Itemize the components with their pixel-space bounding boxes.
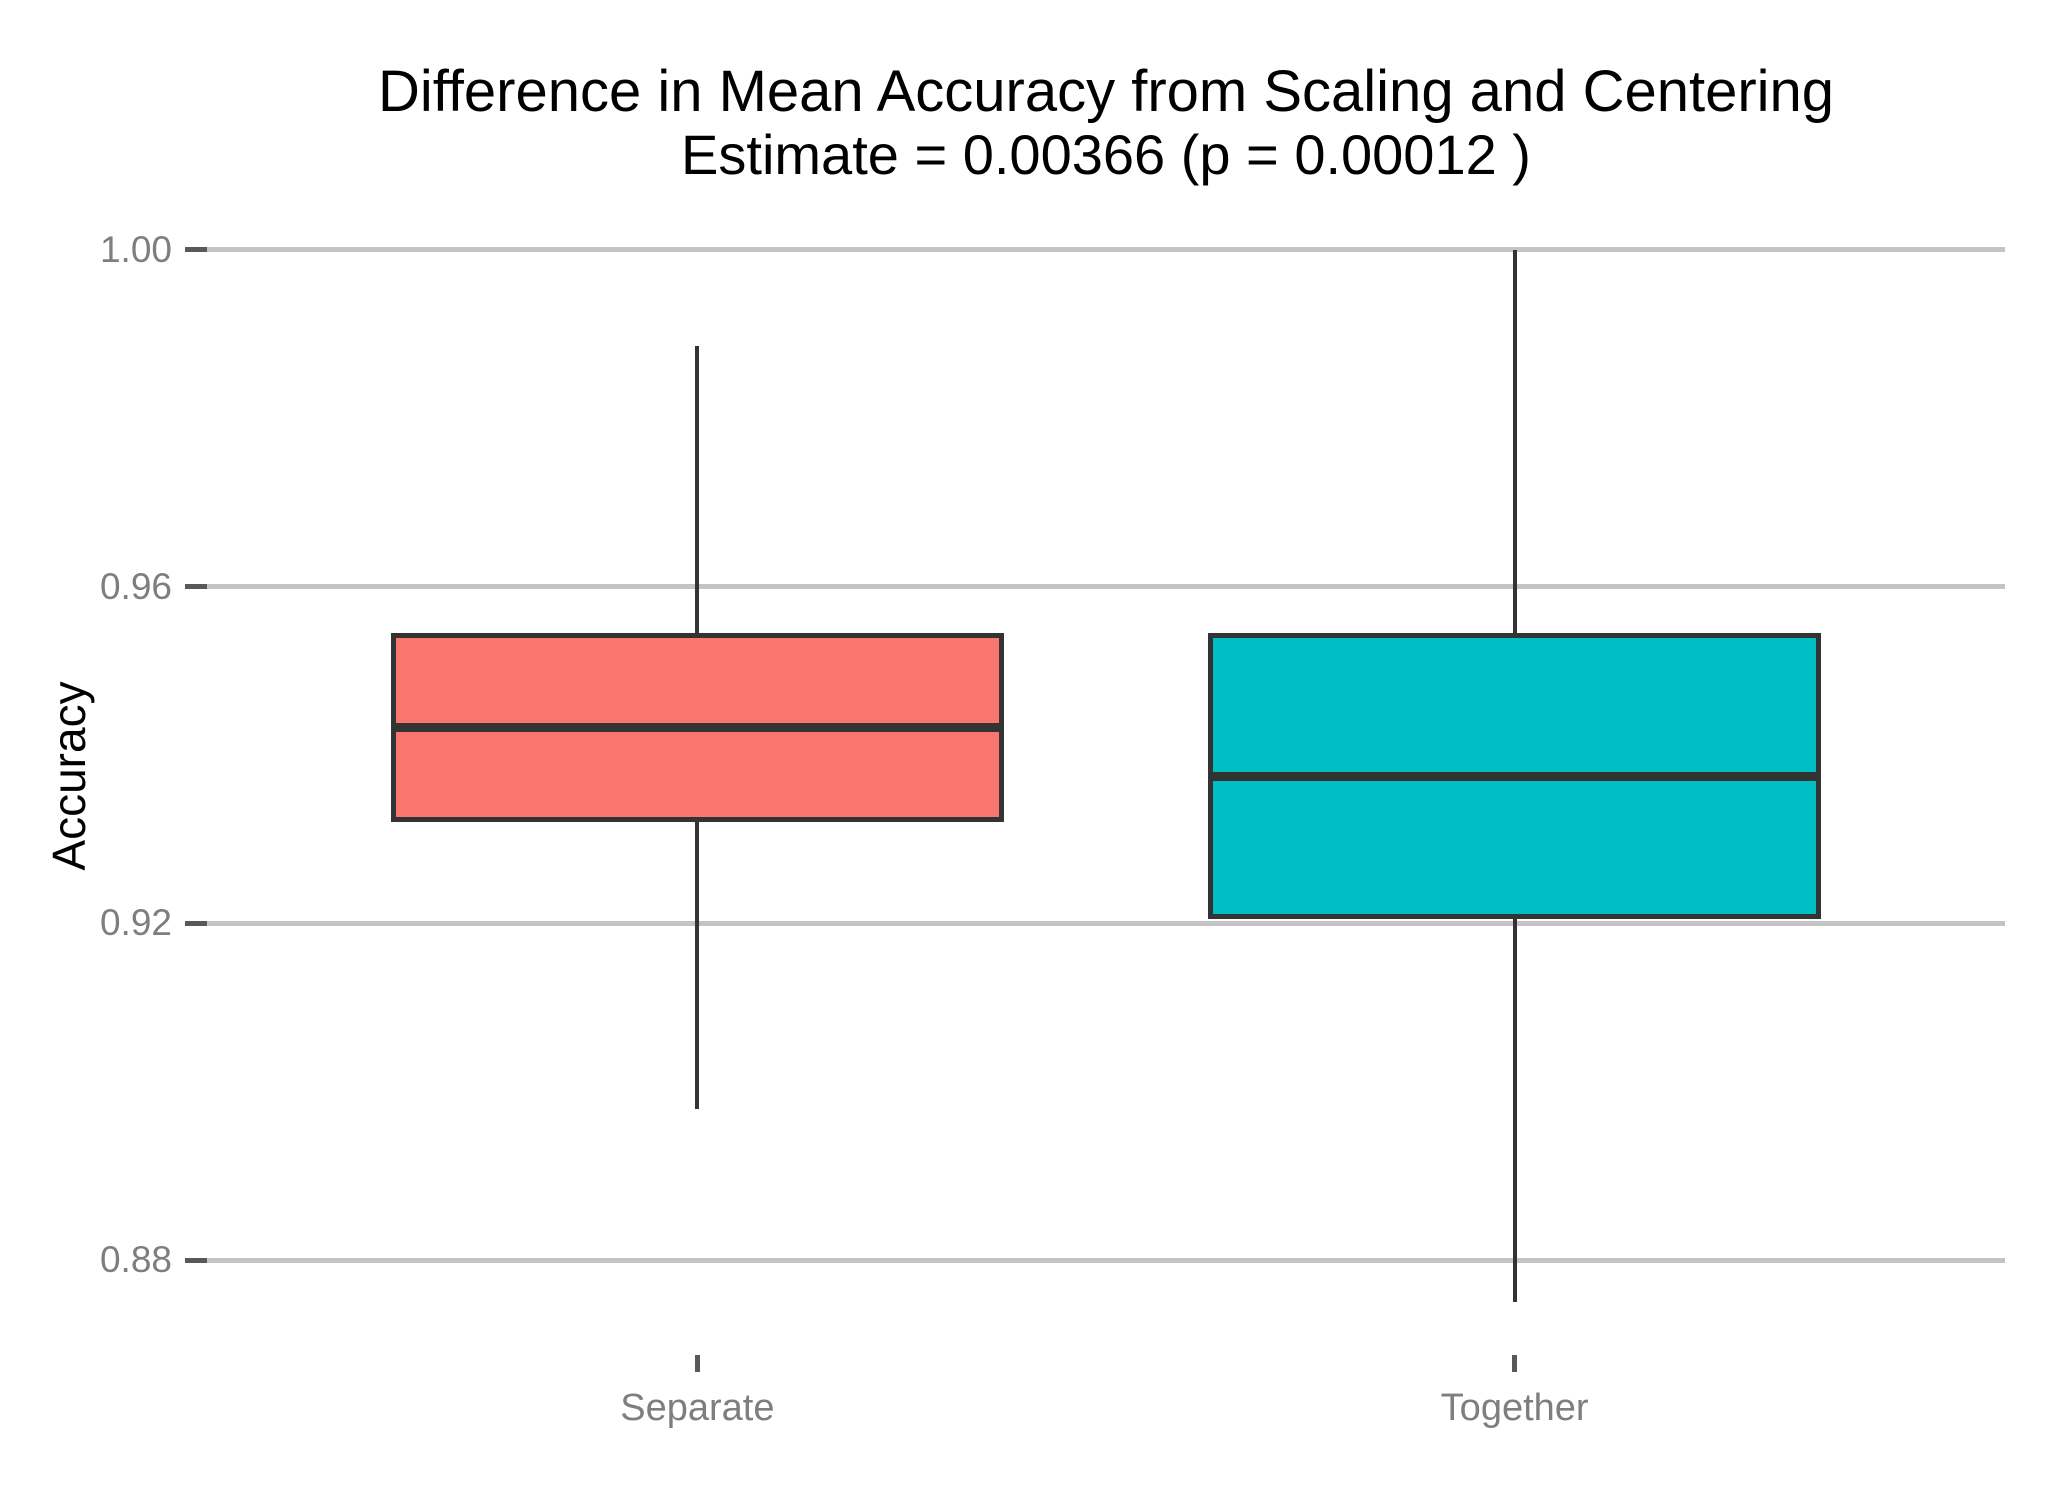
y-tick-label: 0.92: [99, 902, 172, 944]
y-axis-tick: [185, 247, 207, 253]
median-line: [391, 722, 1004, 732]
chart-title: Difference in Mean Accuracy from Scaling…: [377, 59, 1835, 124]
y-gridline: [207, 1257, 2005, 1263]
y-tick-label: 0.88: [99, 1239, 172, 1281]
x-axis-tick: [694, 1355, 700, 1372]
x-tick-label: Together: [1440, 1387, 1589, 1429]
y-axis-tick: [185, 920, 207, 926]
y-axis-tick: [185, 584, 207, 589]
x-tick-label: Separate: [620, 1387, 775, 1429]
y-gridline: [207, 920, 2005, 926]
y-axis-tick: [185, 1257, 207, 1263]
chart-subtitle: Estimate = 0.00366 (p = 0.00012 ): [681, 123, 1531, 186]
x-axis-tick: [1512, 1355, 1518, 1372]
median-line: [1208, 771, 1821, 781]
y-tick-label: 1.00: [99, 228, 172, 270]
y-gridline: [207, 247, 2005, 253]
y-tick-label: 0.96: [99, 565, 172, 607]
y-axis-title: Accuracy: [43, 681, 95, 871]
y-gridline: [207, 584, 2005, 589]
